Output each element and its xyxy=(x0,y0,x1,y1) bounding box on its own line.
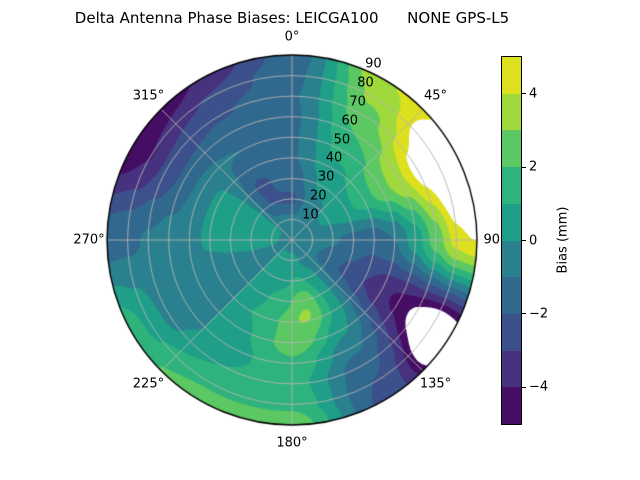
colorbar-band xyxy=(502,130,521,168)
colorbar-tick-label: −4 xyxy=(529,379,549,395)
colorbar-band xyxy=(502,350,521,388)
radial-tick-label: 10 xyxy=(302,207,319,223)
colorbar-band xyxy=(502,167,521,204)
azimuth-tick-label: 315° xyxy=(132,88,165,104)
colorbar xyxy=(501,56,522,425)
radial-tick-label: 30 xyxy=(317,169,335,185)
colorbar-band xyxy=(502,203,521,241)
azimuth-tick-label: 180° xyxy=(276,435,308,451)
radial-tick-label: 70 xyxy=(349,94,366,110)
colorbar-tickmark xyxy=(522,93,526,95)
colorbar-label: Bias (mm) xyxy=(555,206,571,274)
azimuth-tick-label: 225° xyxy=(132,376,165,392)
colorbar-tick-label: −2 xyxy=(529,306,549,322)
colorbar-band xyxy=(502,277,521,314)
radial-tick-label: 50 xyxy=(333,132,351,147)
colorbar-tickmark xyxy=(522,386,526,388)
azimuth-tick-label: 45° xyxy=(424,88,448,104)
colorbar-tick-label: 2 xyxy=(529,159,538,175)
colorbar-tickmark xyxy=(522,166,526,168)
radial-tick-label: 60 xyxy=(341,113,359,128)
colorbar-tick-label: 4 xyxy=(529,86,538,102)
colorbar-band xyxy=(502,387,521,425)
azimuth-tick-label: 135° xyxy=(419,376,452,392)
colorbar-tickmark xyxy=(522,239,526,242)
colorbar-band xyxy=(502,57,521,94)
radial-tick-label: 40 xyxy=(325,150,343,166)
colorbar-band xyxy=(502,313,521,351)
azimuth-tick-label: 0° xyxy=(284,29,300,45)
colorbar-tick-label: 0 xyxy=(529,233,538,248)
colorbar-gradient xyxy=(502,57,521,425)
colorbar-band xyxy=(502,240,521,278)
colorbar-tickmark xyxy=(522,313,526,315)
radial-tick-label: 80 xyxy=(357,75,374,91)
radial-tick-label: 20 xyxy=(310,188,327,204)
azimuth-tick-label: 270° xyxy=(73,232,105,248)
azimuth-tick-label: 90° xyxy=(483,232,507,248)
colorbar-band xyxy=(502,93,521,131)
plot-title: Delta Antenna Phase Biases: LEICGA100 NO… xyxy=(74,9,510,27)
radial-tick-label: 90 xyxy=(365,56,382,72)
